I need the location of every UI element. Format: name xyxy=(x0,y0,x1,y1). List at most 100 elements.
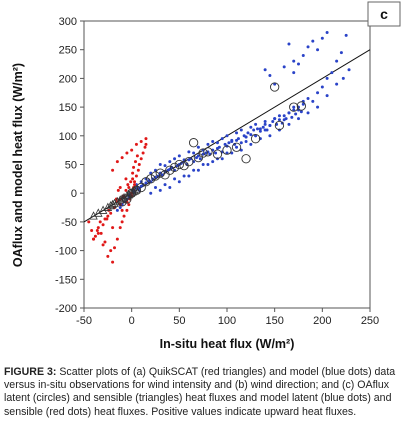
latent-model-point xyxy=(268,134,272,138)
sensible-model-point xyxy=(115,160,119,164)
x-axis-title: In-situ heat flux (W/m²) xyxy=(160,337,295,351)
sensible-model-point xyxy=(127,185,131,189)
x-tick-label: 150 xyxy=(265,315,283,327)
sensible-model-point xyxy=(98,220,102,224)
oaflux-latent-circle xyxy=(270,82,280,92)
x-tick-label: 0 xyxy=(129,315,135,327)
x-tick-label: 50 xyxy=(173,315,185,327)
latent-model-point xyxy=(299,110,303,114)
latent-model-point xyxy=(235,138,239,142)
latent-model-point xyxy=(306,111,310,115)
latent-model-point xyxy=(341,76,345,80)
latent-model-point xyxy=(182,174,186,178)
sensible-model-point xyxy=(92,237,96,241)
x-tick-label: 200 xyxy=(313,315,331,327)
plot-area xyxy=(83,20,371,309)
sensible-model-point xyxy=(124,177,128,181)
latent-model-point xyxy=(330,71,334,75)
figure-panel: -50 0 50 100 150 200 250 -200 -150 -100 -50 0 50 100… xyxy=(11,1,401,351)
latent-model-point xyxy=(258,127,262,131)
latent-model-point xyxy=(254,122,258,126)
latent-model-point xyxy=(154,185,157,189)
latent-model-point xyxy=(297,117,300,121)
latent-model-point xyxy=(282,65,286,69)
latent-model-point xyxy=(187,150,191,154)
x-tick-label: -50 xyxy=(76,315,92,327)
sensible-model-point xyxy=(122,214,126,218)
latent-model-point xyxy=(214,151,218,155)
latent-model-point xyxy=(282,114,286,118)
latent-model-point xyxy=(287,111,291,115)
sensible-model-point xyxy=(133,160,137,164)
oaflux-latent-circle xyxy=(150,171,161,181)
sensible-model-point xyxy=(127,203,131,207)
y-tick-label: 250 xyxy=(59,45,77,57)
latent-model-point xyxy=(261,125,265,129)
latent-model-point xyxy=(163,164,167,168)
sensible-model-point xyxy=(120,220,124,224)
y-tick-label: -150 xyxy=(55,274,77,286)
sensible-model-point xyxy=(109,249,113,253)
latent-model-point xyxy=(196,168,200,172)
latent-model-point xyxy=(306,96,310,100)
latent-model-point xyxy=(273,117,277,121)
latent-model-point xyxy=(173,177,177,181)
oaflux-latent-circle xyxy=(141,177,151,187)
latent-model-point xyxy=(277,114,281,118)
latent-model-point xyxy=(290,115,294,119)
latent-model-point xyxy=(306,45,310,49)
latent-model-point xyxy=(196,145,200,149)
oaflux-latent-circle xyxy=(165,165,175,175)
latent-model-point xyxy=(252,128,256,132)
sensible-model-point xyxy=(96,226,100,230)
oaflux-latent-circle xyxy=(296,101,307,111)
sensible-model-point xyxy=(137,163,141,166)
sensible-model-point xyxy=(99,231,103,235)
x-tick-label: 250 xyxy=(361,315,379,327)
sensible-model-point xyxy=(105,217,109,221)
oaflux-sensible-triangle xyxy=(128,187,137,196)
sensible-model-point xyxy=(125,151,129,155)
latent-model-point xyxy=(158,163,162,166)
latent-model-point xyxy=(244,135,248,139)
latent-model-point xyxy=(230,138,234,142)
y-tick-label: 100 xyxy=(59,131,77,143)
latent-model-point xyxy=(158,188,162,192)
latent-model-point xyxy=(160,173,164,177)
latent-model-point xyxy=(227,141,231,145)
oaflux-latent-circle xyxy=(184,156,194,167)
sensible-model-point xyxy=(141,151,145,155)
sensible-model-point xyxy=(95,229,99,233)
latent-model-point xyxy=(168,185,172,189)
oaflux-latent-circle xyxy=(146,174,156,184)
oaflux-latent-circle xyxy=(241,154,251,164)
latent-model-point xyxy=(263,128,267,132)
latent-model-point xyxy=(256,127,260,131)
sensible-model-point xyxy=(101,223,105,227)
latent-model-point xyxy=(263,122,267,126)
sensible-model-point xyxy=(134,174,138,178)
latent-model-point xyxy=(211,160,215,164)
oaflux-sensible-triangle xyxy=(130,186,139,195)
latent-model-point xyxy=(139,184,143,188)
latent-model-point xyxy=(347,68,351,72)
latent-model-point xyxy=(335,59,339,63)
y-tick-label: -50 xyxy=(61,217,77,229)
sensible-model-point xyxy=(109,211,113,215)
y-tick-label: -100 xyxy=(55,246,77,258)
latent-model-point xyxy=(239,141,243,145)
latent-model-point xyxy=(273,82,277,86)
latent-model-point xyxy=(249,142,253,146)
latent-model-point xyxy=(258,129,262,133)
y-axis-ticks: -200 -150 -100 -50 0 50 100 150 200 250 300 xyxy=(55,16,84,315)
latent-model-point xyxy=(206,163,210,166)
x-axis-ticks: -50 0 50 100 150 200 250 xyxy=(76,308,379,327)
oaflux-latent-circle xyxy=(289,102,299,112)
latent-model-point xyxy=(173,157,177,161)
y-tick-label: 50 xyxy=(65,160,77,172)
sensible-model-point xyxy=(106,254,110,258)
panel-label-box xyxy=(367,1,401,27)
latent-model-point xyxy=(235,131,239,135)
oaflux-sensible-triangle xyxy=(132,184,141,194)
latent-model-point xyxy=(287,42,291,46)
